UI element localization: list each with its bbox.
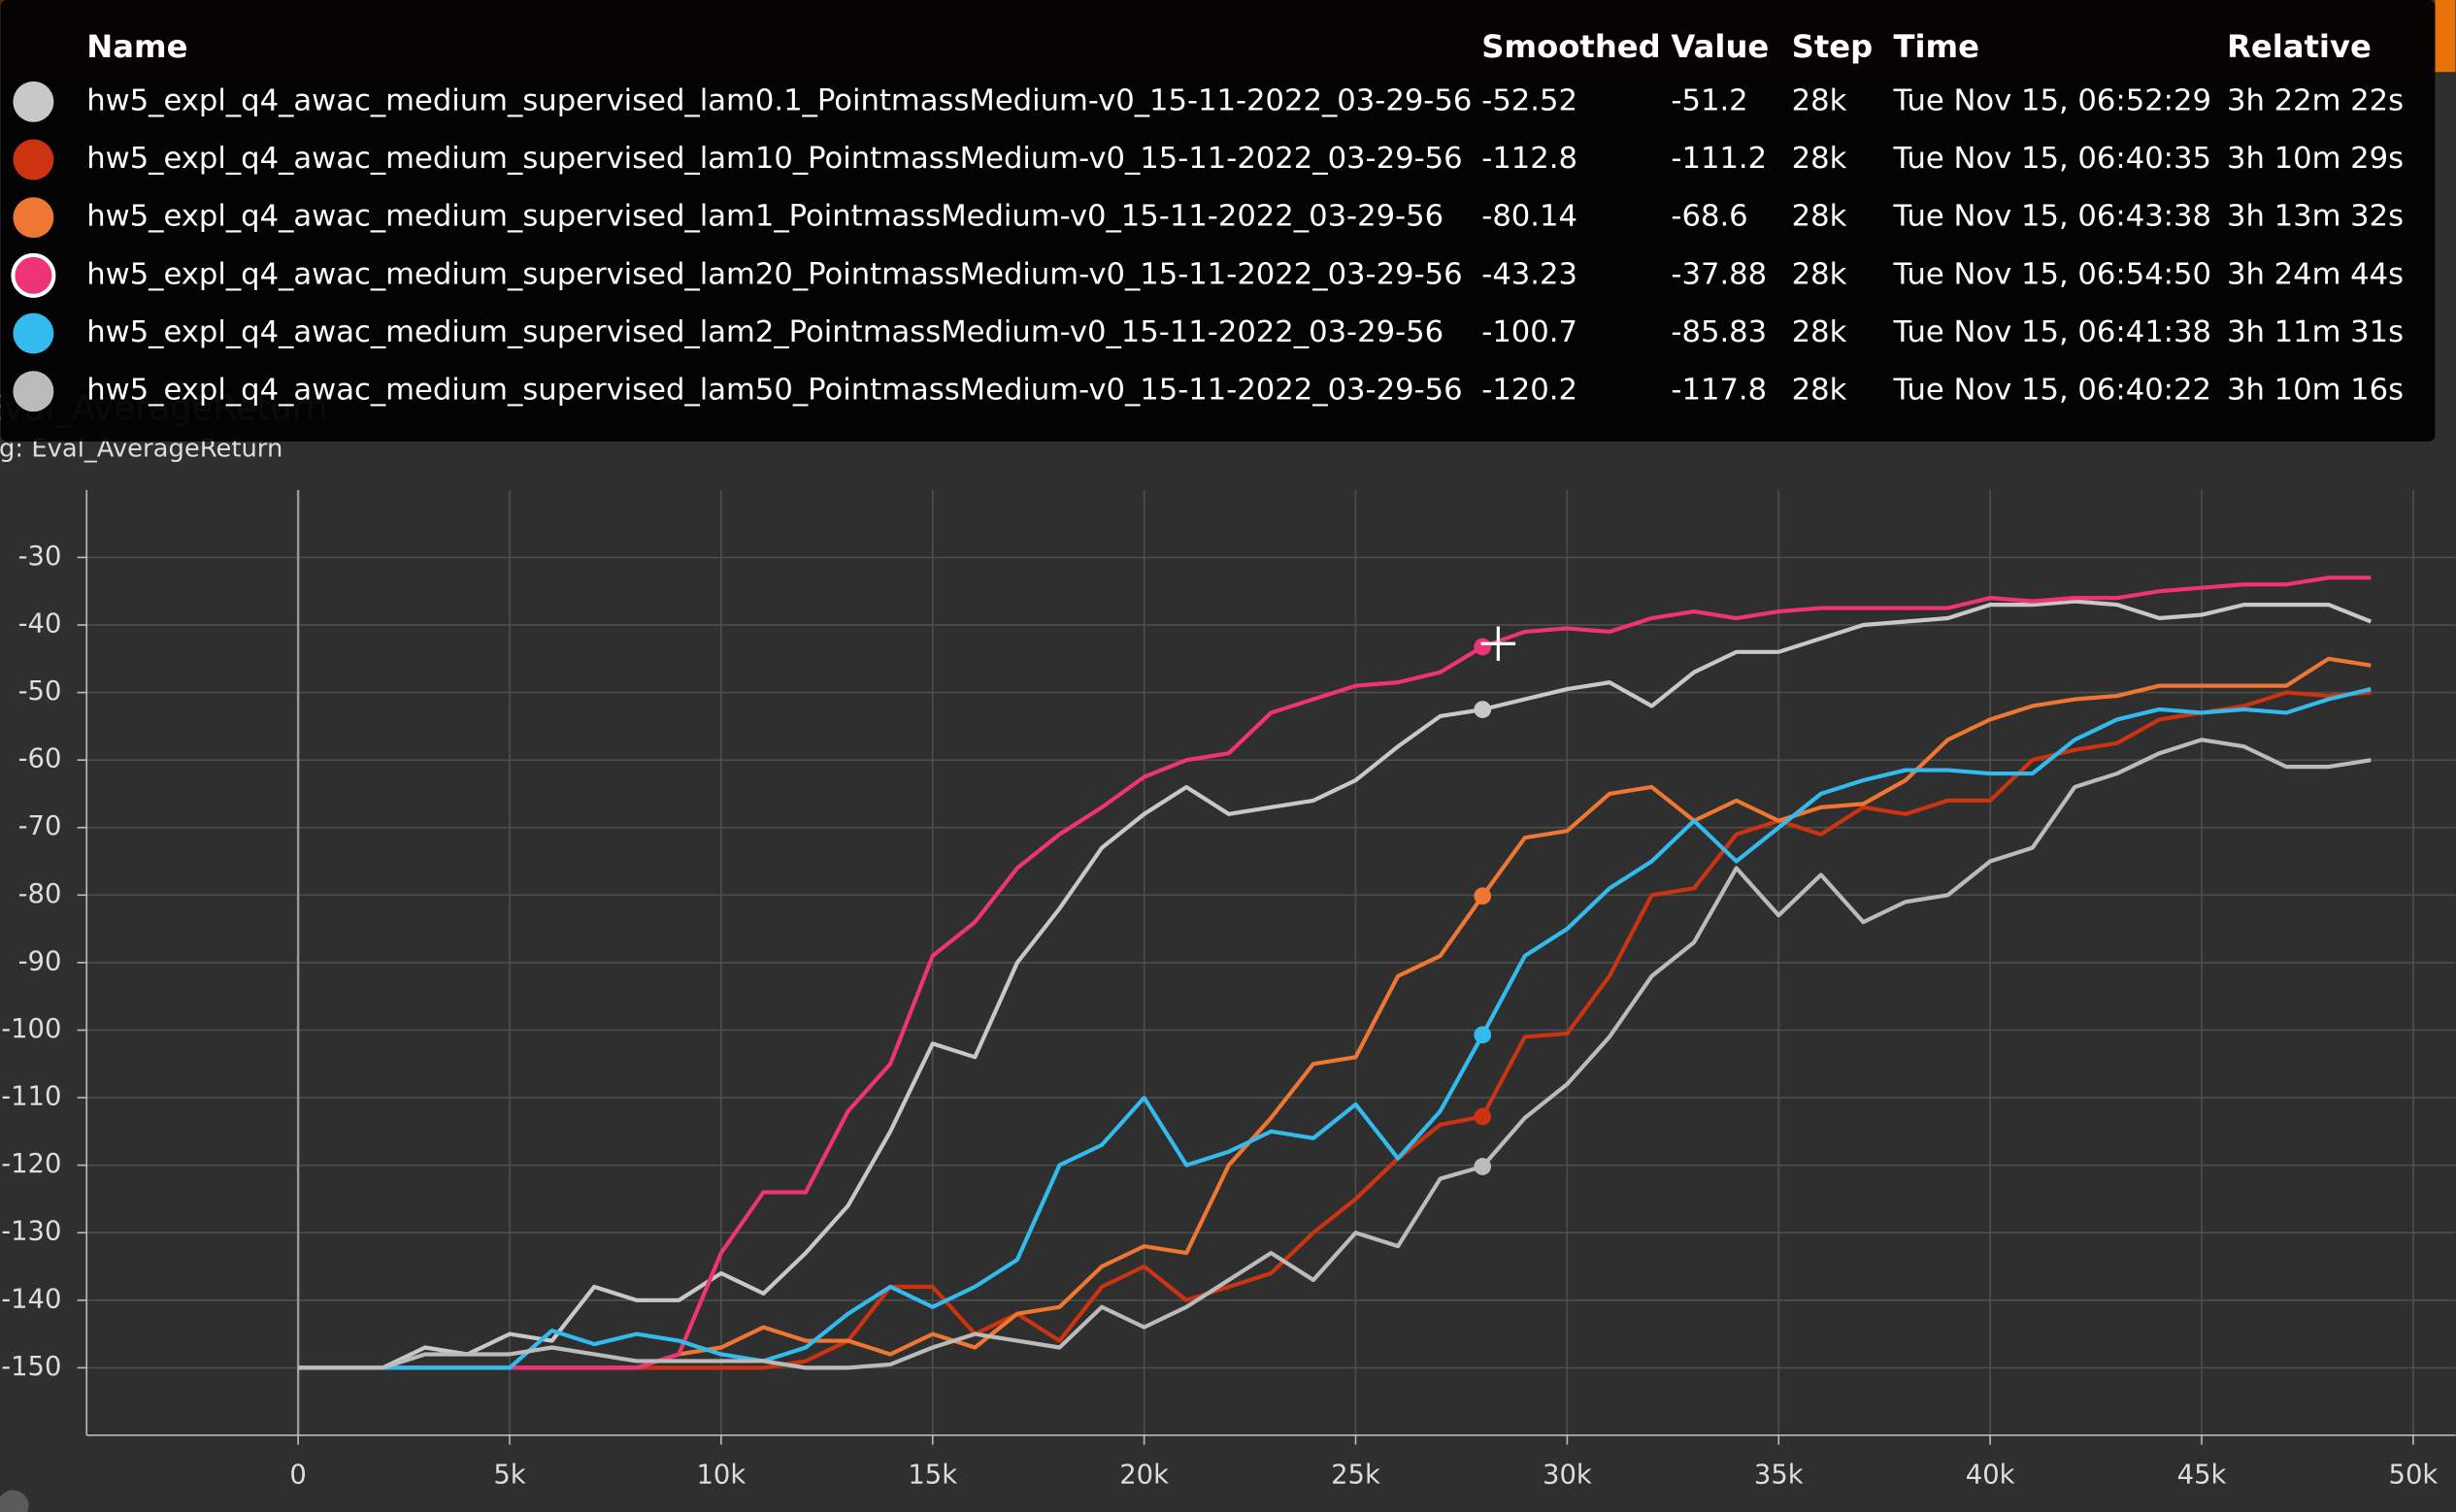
x-tick-label: 50k [2389,1460,2439,1490]
tooltip-cell: Tue Nov 15, 06:41:38 [1892,315,2211,349]
tooltip-header: Relative [2227,28,2372,65]
tooltip-cell: -51.2 [1671,83,1747,117]
tooltip-cell: 3h 24m 44s [2227,257,2404,291]
x-tick-label: 10k [696,1460,746,1490]
tooltip-cell: -100.7 [1481,315,1577,349]
series-line [298,687,2372,1370]
y-tick-label: -150 [1,1352,61,1382]
tooltip-header: Step [1792,28,1874,65]
tooltip-cell: -43.23 [1481,257,1577,291]
tooltip-header: Value [1671,28,1769,65]
tooltip-cell: 28k [1792,200,1847,234]
tooltip-cell: 3h 13m 32s [2227,200,2404,234]
tooltip-cell: -37.88 [1671,257,1767,291]
tooltip-cell: 3h 10m 29s [2227,142,2404,176]
tooltip-cell: 28k [1792,374,1847,408]
y-tick-label: -40 [18,608,62,639]
hover-dot [1474,701,1492,718]
tooltip: Name Smoothed Value Step Time Relative hw5_exp… [0,0,2436,442]
y-tick-label: -100 [1,1014,61,1044]
tooltip-cell: Tue Nov 15, 06:40:35 [1892,142,2211,176]
hover-dot [1474,887,1492,905]
plot-area: -150 -140 -130 -120 -110 -100 -90 -80 -70 -60 -50 -… [1,489,2456,1490]
x-tick-label: 45k [2177,1460,2227,1490]
tooltip-cell: 28k [1792,142,1847,176]
tooltip-box [0,0,2436,442]
tooltip-cell: 28k [1792,257,1847,291]
tooltip-cell: -111.2 [1671,142,1767,176]
series-swatch [13,312,54,354]
tooltip-cell: Tue Nov 15, 06:43:38 [1892,200,2211,234]
y-tick-label: -50 [18,676,62,707]
series-swatch [13,197,54,239]
tooltip-header: Name [86,28,187,65]
y-tick-label: -90 [18,946,62,976]
series-name: hw5_expl_q4_awac_medium_supervised_lam0.… [86,83,1472,117]
y-tick-label: -80 [18,879,62,909]
x-tick-label: 35k [1754,1460,1804,1490]
series-swatch [13,81,54,122]
tooltip-cell: -85.83 [1671,315,1767,349]
x-tick-label: 30k [1543,1460,1592,1490]
series-line [298,599,2373,1370]
tooltip-cell: Tue Nov 15, 06:52:29 [1892,83,2211,117]
x-tick-label: 25k [1331,1460,1380,1490]
tooltip-cell: -112.8 [1481,142,1577,176]
series-line [298,575,2372,1370]
tooltip-cell: -117.8 [1671,374,1767,408]
y-tick-label: -120 [1,1149,61,1179]
tooltip-cell: 28k [1792,315,1847,349]
y-tick-label: -70 [18,811,62,841]
series-line [298,738,2372,1370]
y-tick-label: -30 [18,542,62,572]
x-tick-label: 40k [1966,1460,2015,1490]
x-tick-label: 0 [289,1460,306,1490]
corner-button[interactable] [0,1490,29,1512]
tooltip-cell: -80.14 [1481,200,1577,234]
series-name: hw5_expl_q4_awac_medium_supervised_lam20… [86,257,1462,291]
series-line [298,690,2372,1370]
y-tick-label: -140 [1,1284,61,1314]
tooltip-cell: 3h 22m 22s [2227,83,2404,117]
tooltip-cell: 3h 10m 16s [2227,374,2404,408]
hover-dot [1474,1158,1492,1175]
tooltip-cell: 3h 11m 31s [2227,315,2404,349]
tooltip-header: Smoothed [1481,28,1660,65]
series-swatch [13,371,54,412]
y-tick-label: -130 [1,1217,61,1247]
hover-dot [1474,1107,1492,1126]
tooltip-cell: Tue Nov 15, 06:40:22 [1892,374,2211,408]
series-name: hw5_expl_q4_awac_medium_supervised_lam50… [86,374,1462,408]
y-tick-label: -60 [18,744,62,774]
hover-dot [1474,638,1492,656]
top-bar-accent [2435,0,2456,73]
series-name: hw5_expl_q4_awac_medium_supervised_lam2_… [86,315,1444,349]
y-tick-label: -110 [1,1082,61,1112]
series-name: hw5_expl_q4_awac_medium_supervised_lam10… [86,142,1462,176]
x-tick-label: 15k [908,1460,957,1490]
tooltip-cell: -52.52 [1481,83,1577,117]
tooltip-header: Time [1893,28,1979,65]
series-name: hw5_expl_q4_awac_medium_supervised_lam1_… [86,200,1444,234]
x-tick-label: 5k [493,1460,525,1490]
series-swatch [11,252,56,298]
tooltip-cell: 28k [1792,83,1847,117]
hover-dot [1474,1026,1492,1044]
tooltip-cell: -68.6 [1671,200,1747,234]
series-swatch [13,139,54,181]
tooltip-cell: Tue Nov 15, 06:54:50 [1892,257,2211,291]
tooltip-cell: -120.2 [1481,374,1577,408]
x-tick-label: 20k [1119,1460,1169,1490]
cursor [1480,626,1516,661]
